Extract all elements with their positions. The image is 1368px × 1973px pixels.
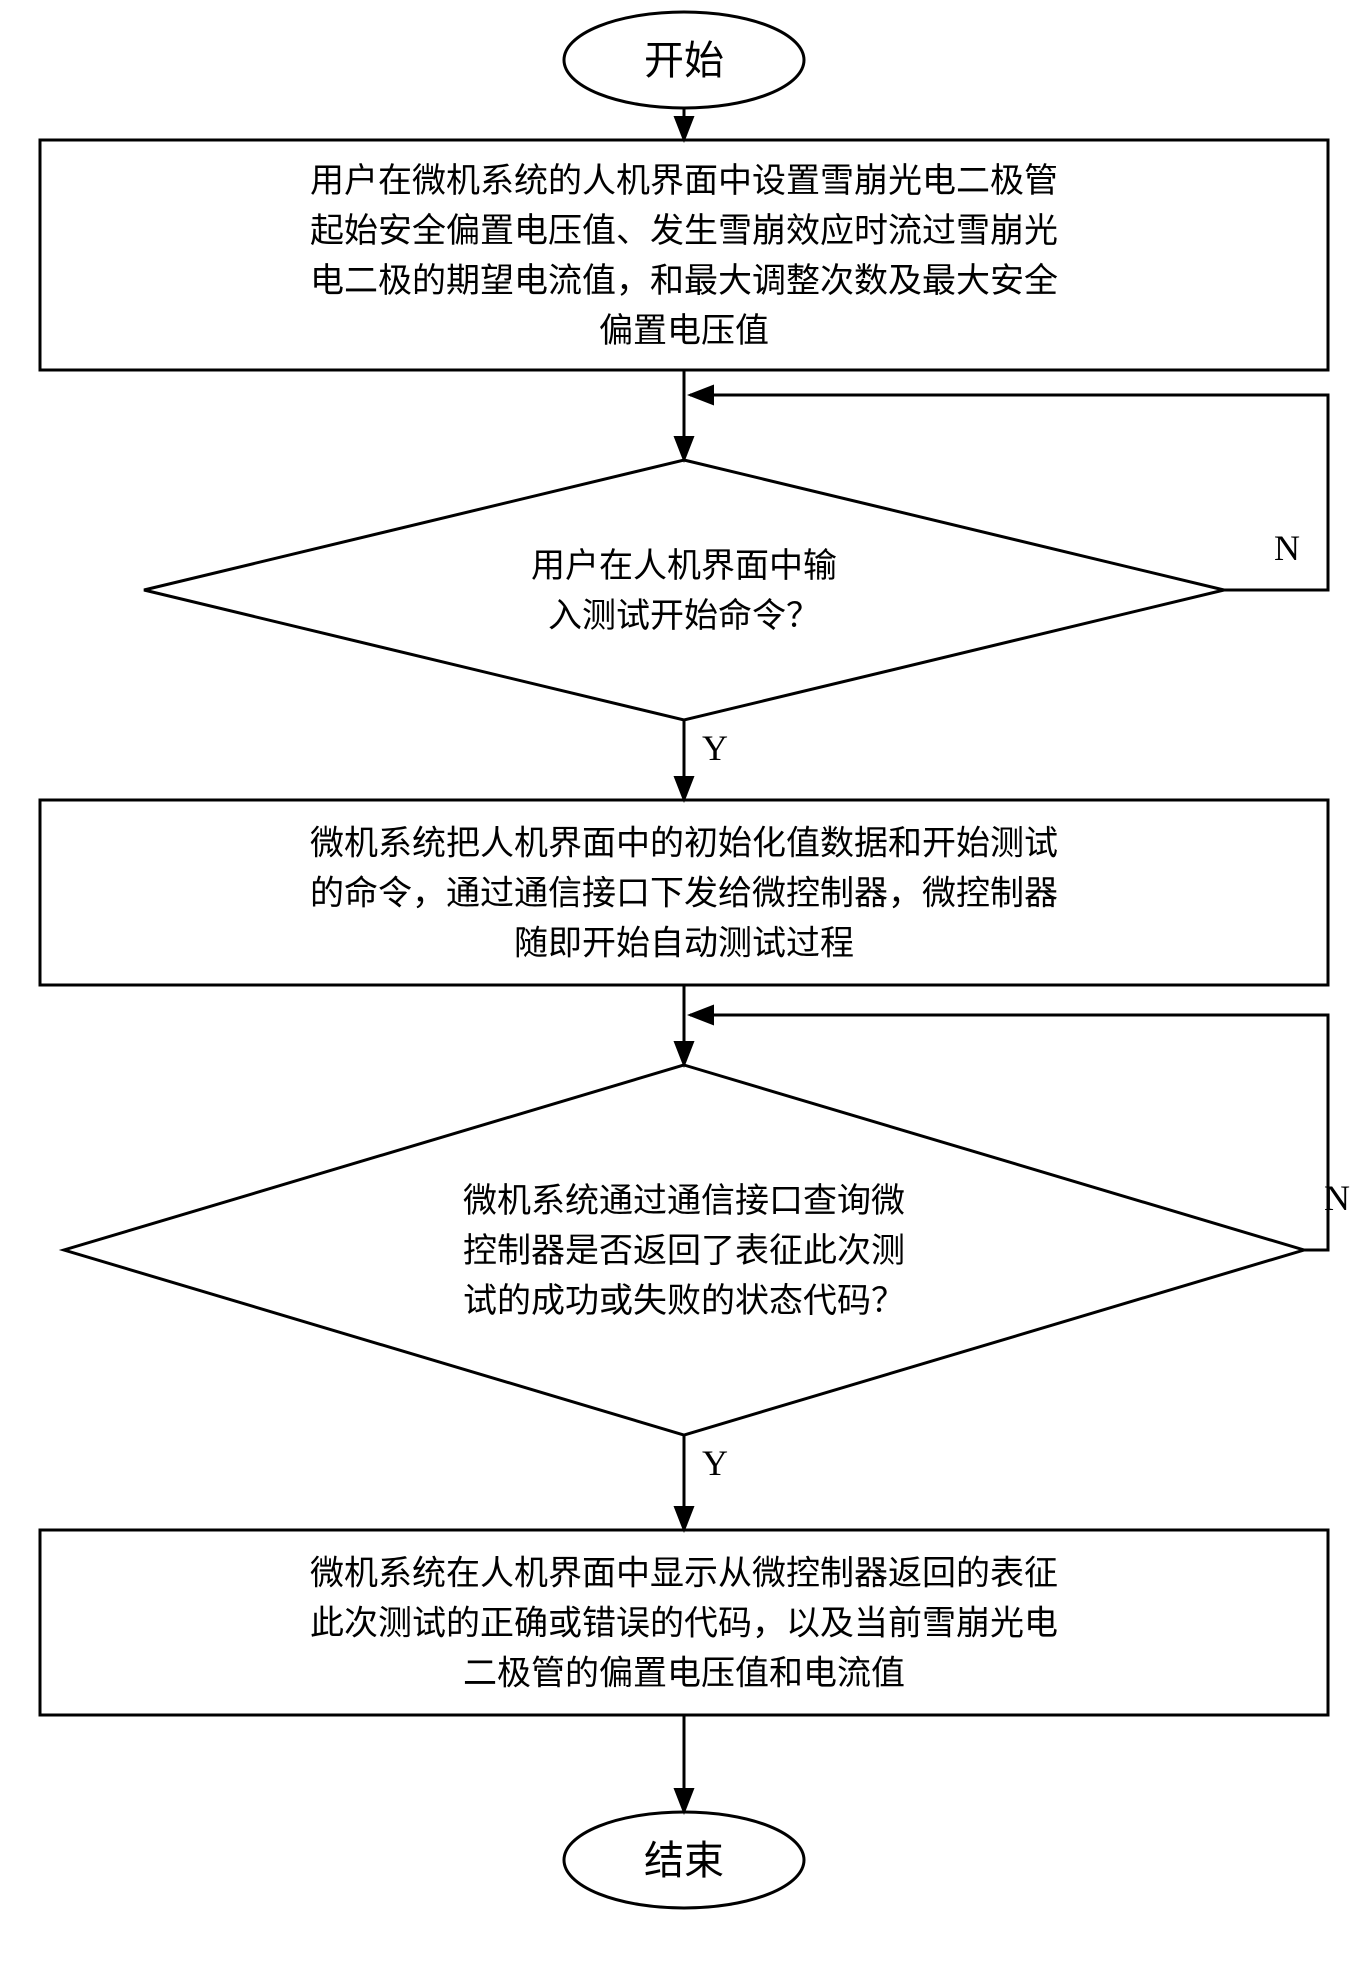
process-1: 用户在微机系统的人机界面中设置雪崩光电二极管起始安全偏置电压值、发生雪崩效应时流… [40,140,1328,370]
process-1-line: 电二极的期望电流值，和最大调整次数及最大安全 [310,262,1058,300]
label-d2-yes: Y [702,1443,728,1483]
terminal-start: 开始 [564,12,804,108]
process-2-line: 微机系统把人机界面中的初始化值数据和开始测试 [310,825,1058,863]
decision-1: 用户在人机界面中输入测试开始命令？ [144,460,1224,720]
decision-2-line: 控制器是否返回了表征此次测 [463,1232,905,1270]
process-2: 微机系统把人机界面中的初始化值数据和开始测试的命令，通过通信接口下发给微控制器，… [40,800,1328,985]
process-1-line: 偏置电压值 [599,312,769,350]
terminal-end: 结束 [564,1812,804,1908]
process-2-line: 随即开始自动测试过程 [514,925,854,963]
decision-1-line: 入测试开始命令？ [548,597,820,635]
terminal-start-label: 开始 [644,38,724,83]
terminal-end-label: 结束 [644,1838,724,1883]
label-d1-yes: Y [702,728,728,768]
process-3-line: 微机系统在人机界面中显示从微控制器返回的表征 [310,1555,1058,1593]
decision-2-line: 微机系统通过通信接口查询微 [463,1182,905,1220]
decision-2: 微机系统通过通信接口查询微控制器是否返回了表征此次测试的成功或失败的状态代码？ [64,1065,1304,1435]
decision-1-line: 用户在人机界面中输 [531,547,837,585]
process-3-line: 二极管的偏置电压值和电流值 [463,1655,905,1693]
process-3: 微机系统在人机界面中显示从微控制器返回的表征此次测试的正确或错误的代码，以及当前… [40,1530,1328,1715]
process-1-line: 起始安全偏置电压值、发生雪崩效应时流过雪崩光 [310,212,1058,250]
decision-2-line: 试的成功或失败的状态代码？ [463,1282,905,1320]
process-1-line: 用户在微机系统的人机界面中设置雪崩光电二极管 [310,162,1058,200]
process-3-line: 此次测试的正确或错误的代码，以及当前雪崩光电 [310,1605,1058,1643]
process-2-line: 的命令，通过通信接口下发给微控制器，微控制器 [310,875,1058,913]
label-d1-no: N [1274,528,1300,568]
